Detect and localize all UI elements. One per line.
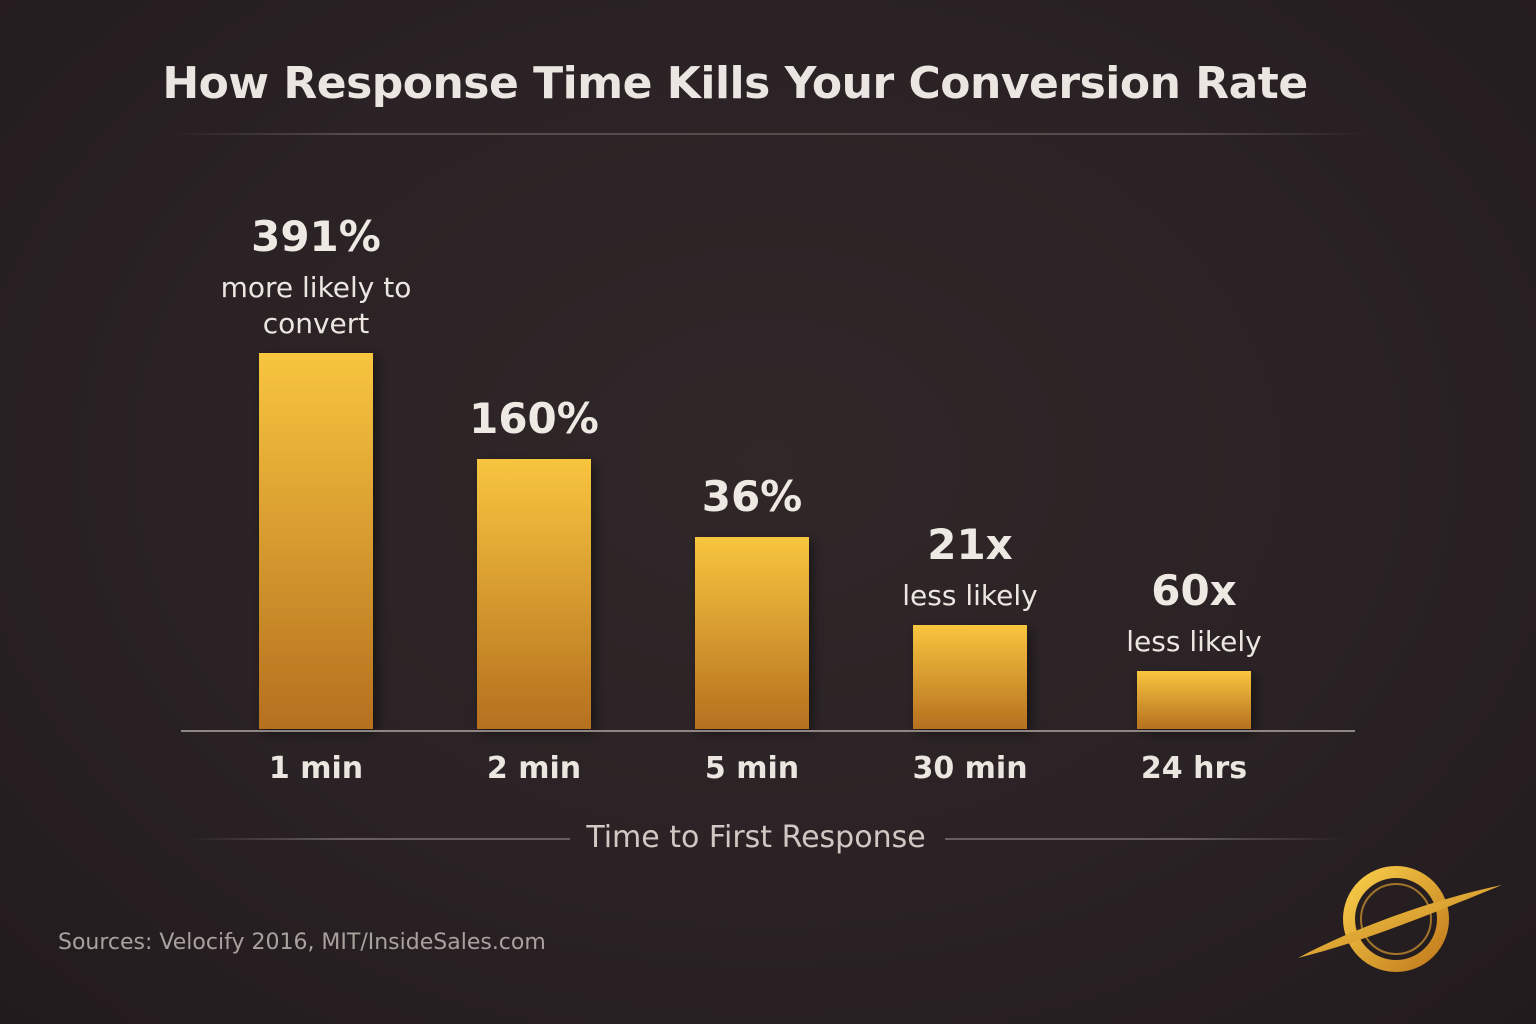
x-tick-label: 1 min xyxy=(269,751,363,786)
bar-2-min xyxy=(477,459,591,729)
chart-title: How Response Time Kills Your Conversion … xyxy=(162,58,1308,109)
bar-24-hrs xyxy=(1137,671,1251,729)
bar-1-min xyxy=(259,353,373,729)
title-divider xyxy=(170,133,1370,135)
orbit-logo-icon xyxy=(1298,866,1502,972)
x-axis-title-rule-right xyxy=(945,838,1345,840)
ticks-group: 1 min 2 min 5 min 30 min 24 hrs xyxy=(269,751,1247,786)
x-tick-label: 30 min xyxy=(912,751,1027,786)
data-label-sub: more likely to xyxy=(221,271,412,304)
data-label: 60x xyxy=(1151,566,1237,615)
data-label-sub: less likely xyxy=(1126,625,1261,658)
data-label: 36% xyxy=(702,472,803,521)
bar-5-min xyxy=(695,537,809,729)
data-label: 391% xyxy=(251,212,381,261)
x-tick-label: 2 min xyxy=(487,751,581,786)
data-label-sub: less likely xyxy=(902,579,1037,612)
source-note: Sources: Velocify 2016, MIT/InsideSales.… xyxy=(58,930,546,955)
x-axis-title: Time to First Response xyxy=(586,820,926,855)
bar-30-min xyxy=(913,625,1027,729)
data-label: 160% xyxy=(469,394,599,443)
bars-group xyxy=(259,353,1251,729)
x-tick-label: 24 hrs xyxy=(1141,751,1247,786)
data-label-sub: convert xyxy=(263,307,370,340)
x-tick-label: 5 min xyxy=(705,751,799,786)
data-label: 21x xyxy=(927,520,1013,569)
x-axis-title-rule-left xyxy=(190,838,570,840)
